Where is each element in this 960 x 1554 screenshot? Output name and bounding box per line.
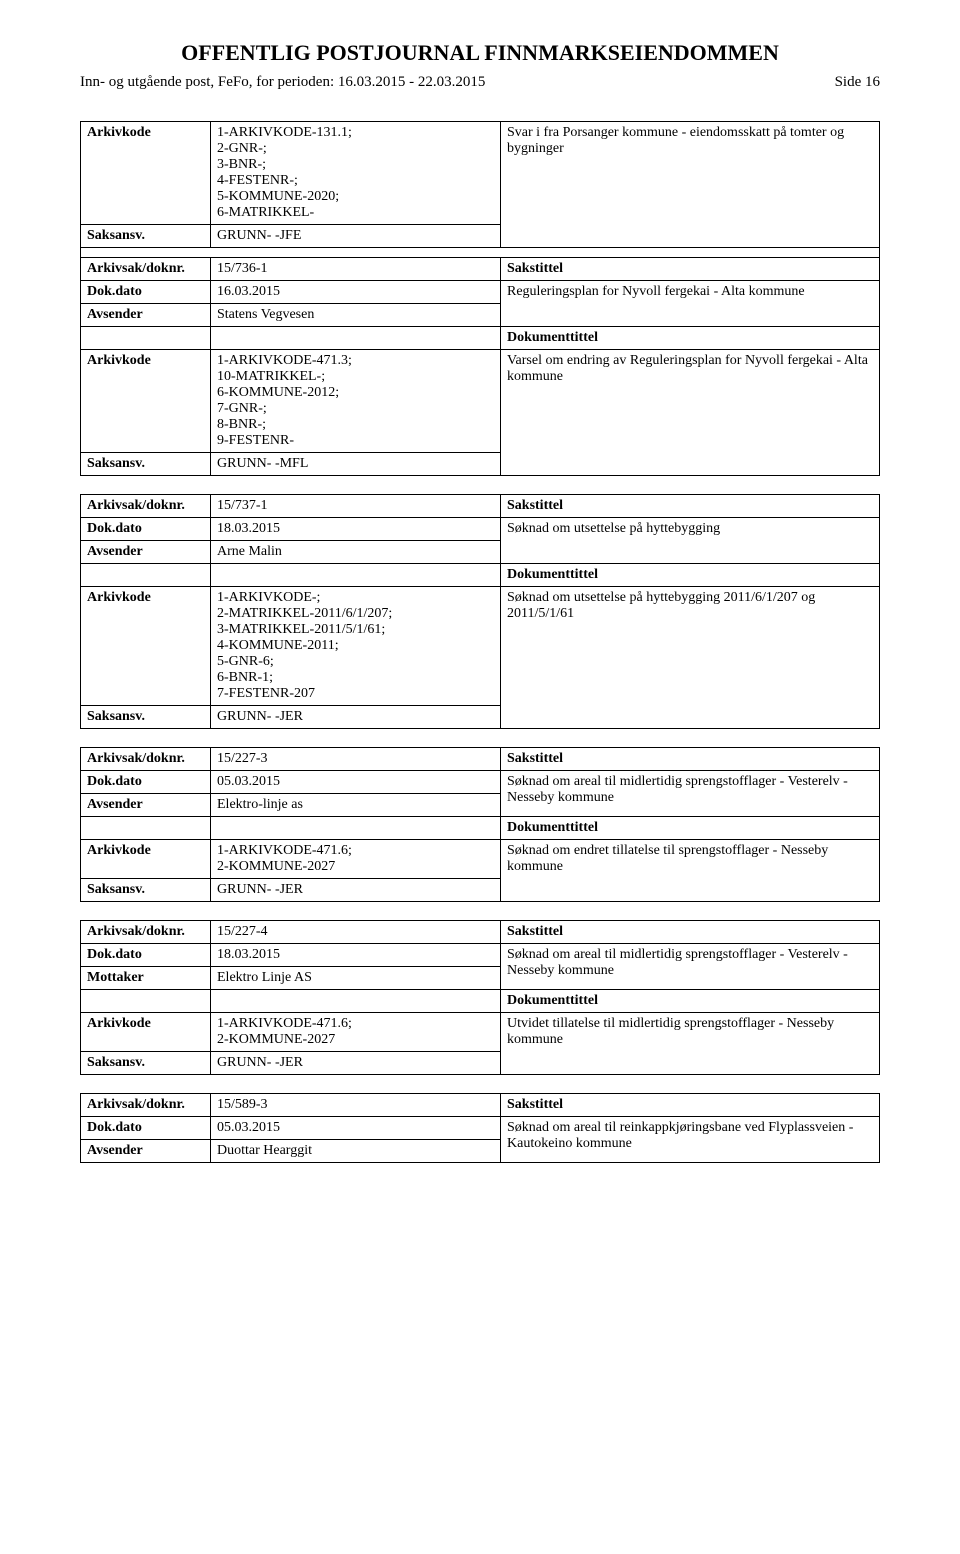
party-value: Duottar Hearggit bbox=[211, 1140, 501, 1163]
arkivsak-value: 15/736-1 bbox=[211, 258, 501, 281]
saksansv-label: Saksansv. bbox=[81, 453, 211, 476]
sakstittel-label: Sakstittel bbox=[501, 258, 880, 281]
doktittel-value: Varsel om endring av Reguleringsplan for… bbox=[501, 350, 880, 476]
sakstittel-label: Sakstittel bbox=[501, 1094, 880, 1117]
party-label: Mottaker bbox=[81, 967, 211, 990]
saksansv-label: Saksansv. bbox=[81, 706, 211, 729]
arkivkode-label: Arkivkode bbox=[81, 587, 211, 706]
dokdato-value: 05.03.2015 bbox=[211, 771, 501, 794]
arkivsak-label: Arkivsak/doknr. bbox=[81, 1094, 211, 1117]
page-number: Side 16 bbox=[835, 74, 880, 91]
record: Arkivsak/doknr.15/589-3Sakstittel Dok.dat… bbox=[80, 1093, 880, 1163]
empty-cell bbox=[211, 817, 501, 840]
saksansv-value: GRUNN- -MFL bbox=[211, 453, 501, 476]
empty-cell bbox=[81, 564, 211, 587]
saksansv-value: GRUNN- -JER bbox=[211, 879, 501, 902]
doktittel-value: Søknad om utsettelse på hyttebygging 201… bbox=[501, 587, 880, 729]
party-value: Arne Malin bbox=[211, 541, 501, 564]
doktittel-value: Utvidet tillatelse til midlertidig spren… bbox=[501, 1013, 880, 1075]
empty-cell bbox=[81, 327, 211, 350]
arkivkode-label: Arkivkode bbox=[81, 840, 211, 879]
header-title: OFFENTLIG POSTJOURNAL FINNMARKSEIENDOMME… bbox=[80, 40, 880, 66]
doktittel-label: Dokumenttittel bbox=[501, 817, 880, 840]
sakstittel-label: Sakstittel bbox=[501, 495, 880, 518]
dokdato-label: Dok.dato bbox=[81, 1117, 211, 1140]
record-table: Arkivsak/doknr.15/227-3Sakstittel Dok.dat… bbox=[80, 747, 880, 902]
subheader-row: Inn- og utgående post, FeFo, for periode… bbox=[80, 74, 880, 91]
arkivsak-label: Arkivsak/doknr. bbox=[81, 495, 211, 518]
arkivkode-value: 1-ARKIVKODE-; 2-MATRIKKEL-2011/6/1/207; … bbox=[211, 587, 501, 706]
dokdato-value: 18.03.2015 bbox=[211, 944, 501, 967]
field-right: Svar i fra Porsanger kommune - eiendomss… bbox=[501, 122, 880, 248]
arkivsak-value: 15/589-3 bbox=[211, 1094, 501, 1117]
saksansv-label: Saksansv. bbox=[81, 879, 211, 902]
arkivsak-value: 15/227-4 bbox=[211, 921, 501, 944]
sakstittel-value: Søknad om utsettelse på hyttebygging bbox=[501, 518, 880, 564]
sakstittel-value: Søknad om areal til midlertidig sprengst… bbox=[501, 771, 880, 817]
party-label: Avsender bbox=[81, 304, 211, 327]
dokdato-value: 05.03.2015 bbox=[211, 1117, 501, 1140]
dokdato-label: Dok.dato bbox=[81, 518, 211, 541]
party-label: Avsender bbox=[81, 794, 211, 817]
doktittel-label: Dokumenttittel bbox=[501, 327, 880, 350]
field-label: Arkivkode bbox=[81, 122, 211, 225]
empty-cell bbox=[81, 817, 211, 840]
arkivsak-value: 15/737-1 bbox=[211, 495, 501, 518]
record: Arkivsak/doknr.15/227-4Sakstittel Dok.dat… bbox=[80, 920, 880, 1075]
record-table: Arkivsak/doknr.15/589-3Sakstittel Dok.dat… bbox=[80, 1093, 880, 1163]
page-header: OFFENTLIG POSTJOURNAL FINNMARKSEIENDOMME… bbox=[80, 40, 880, 66]
party-value: Statens Vegvesen bbox=[211, 304, 501, 327]
saksansv-value: GRUNN- -JER bbox=[211, 706, 501, 729]
arkivkode-label: Arkivkode bbox=[81, 1013, 211, 1052]
party-label: Avsender bbox=[81, 541, 211, 564]
arkivkode-value: 1-ARKIVKODE-471.3; 10-MATRIKKEL-; 6-KOMM… bbox=[211, 350, 501, 453]
dokdato-value: 16.03.2015 bbox=[211, 281, 501, 304]
empty-cell bbox=[211, 564, 501, 587]
sakstittel-value: Søknad om areal til midlertidig sprengst… bbox=[501, 944, 880, 990]
doktittel-label: Dokumenttittel bbox=[501, 990, 880, 1013]
empty-cell bbox=[81, 990, 211, 1013]
arkivsak-label: Arkivsak/doknr. bbox=[81, 258, 211, 281]
record: Arkivsak/doknr.15/737-1Sakstittel Dok.dat… bbox=[80, 494, 880, 729]
doktittel-label: Dokumenttittel bbox=[501, 564, 880, 587]
record-table: Arkivsak/doknr.15/737-1Sakstittel Dok.dat… bbox=[80, 494, 880, 729]
dokdato-label: Dok.dato bbox=[81, 944, 211, 967]
dokdato-value: 18.03.2015 bbox=[211, 518, 501, 541]
sakstittel-label: Sakstittel bbox=[501, 921, 880, 944]
doktittel-value: Søknad om endret tillatelse til sprengst… bbox=[501, 840, 880, 902]
empty-cell bbox=[211, 990, 501, 1013]
saksansv-label: Saksansv. bbox=[81, 1052, 211, 1075]
arkivsak-label: Arkivsak/doknr. bbox=[81, 748, 211, 771]
sakstittel-value: Søknad om areal til reinkappkjøringsbane… bbox=[501, 1117, 880, 1163]
arkivkode-label: Arkivkode bbox=[81, 350, 211, 453]
record: Arkivsak/doknr.15/227-3Sakstittel Dok.dat… bbox=[80, 747, 880, 902]
arkivkode-value: 1-ARKIVKODE-471.6; 2-KOMMUNE-2027 bbox=[211, 840, 501, 879]
period-subtitle: Inn- og utgående post, FeFo, for periode… bbox=[80, 74, 485, 91]
arkivkode-value: 1-ARKIVKODE-471.6; 2-KOMMUNE-2027 bbox=[211, 1013, 501, 1052]
empty-cell bbox=[211, 327, 501, 350]
party-value: Elektro-linje as bbox=[211, 794, 501, 817]
field-value: 1-ARKIVKODE-131.1; 2-GNR-; 3-BNR-; 4-FES… bbox=[211, 122, 501, 225]
sakstittel-value: Reguleringsplan for Nyvoll fergekai - Al… bbox=[501, 281, 880, 327]
party-label: Avsender bbox=[81, 1140, 211, 1163]
record-table: Arkivkode1-ARKIVKODE-131.1; 2-GNR-; 3-BN… bbox=[80, 121, 880, 476]
field-label: Saksansv. bbox=[81, 225, 211, 248]
saksansv-value: GRUNN- -JER bbox=[211, 1052, 501, 1075]
field-value: GRUNN- -JFE bbox=[211, 225, 501, 248]
dokdato-label: Dok.dato bbox=[81, 771, 211, 794]
party-value: Elektro Linje AS bbox=[211, 967, 501, 990]
record: Arkivkode1-ARKIVKODE-131.1; 2-GNR-; 3-BN… bbox=[80, 121, 880, 476]
dokdato-label: Dok.dato bbox=[81, 281, 211, 304]
sakstittel-label: Sakstittel bbox=[501, 748, 880, 771]
arkivsak-value: 15/227-3 bbox=[211, 748, 501, 771]
records-container: Arkivkode1-ARKIVKODE-131.1; 2-GNR-; 3-BN… bbox=[80, 121, 880, 1163]
arkivsak-label: Arkivsak/doknr. bbox=[81, 921, 211, 944]
record-table: Arkivsak/doknr.15/227-4Sakstittel Dok.dat… bbox=[80, 920, 880, 1075]
